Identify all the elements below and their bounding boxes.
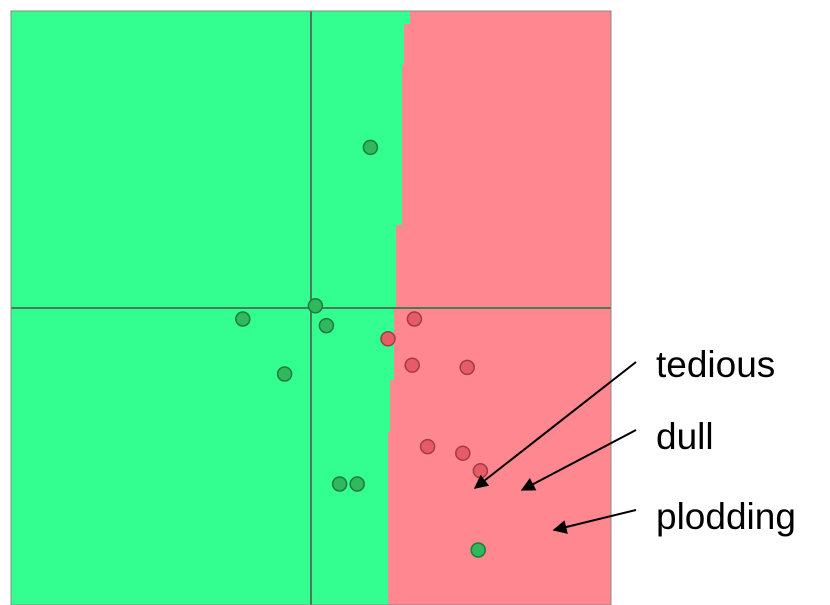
point-plodding <box>472 463 489 479</box>
plot-frame <box>10 10 612 605</box>
arrow-plodding <box>552 509 637 534</box>
positive-point <box>307 298 324 314</box>
positive-point <box>362 139 379 156</box>
positive-point <box>349 476 365 492</box>
annotation-arrows <box>473 361 637 534</box>
positive-point <box>276 366 293 382</box>
negative-point <box>459 359 475 376</box>
label-dull: dull <box>656 416 714 457</box>
positive-point <box>470 542 486 558</box>
points-layer <box>235 139 489 558</box>
arrow-tedious <box>473 361 637 489</box>
point-tedious <box>419 438 436 455</box>
negative-point <box>406 311 423 327</box>
negative-point <box>404 357 420 373</box>
positive-point <box>318 317 335 334</box>
negative-point <box>380 331 396 347</box>
point-dull <box>455 445 471 461</box>
positive-point <box>331 476 348 492</box>
arrow-dull <box>520 429 637 491</box>
positive-point <box>235 311 251 327</box>
label-plodding: plodding <box>656 496 796 537</box>
label-tedious: tedious <box>656 344 776 385</box>
